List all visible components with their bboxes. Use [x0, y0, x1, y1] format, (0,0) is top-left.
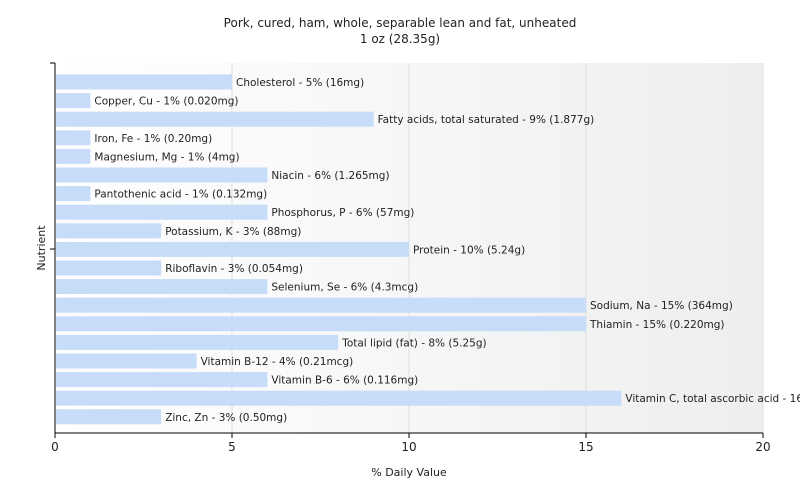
bar-label: Thiamin - 15% (0.220mg) — [589, 319, 725, 331]
bar-label: Fatty acids, total saturated - 9% (1.877… — [378, 114, 595, 126]
bar — [56, 186, 91, 202]
bar-label: Vitamin B-6 - 6% (0.116mg) — [271, 375, 418, 387]
x-tick-label: 20 — [755, 440, 770, 454]
x-tick-label: 15 — [578, 440, 593, 454]
bar — [56, 390, 622, 406]
bar-label: Pantothenic acid - 1% (0.132mg) — [94, 189, 267, 201]
bar — [56, 241, 409, 257]
bar-label: Zinc, Zn - 3% (0.50mg) — [165, 412, 287, 424]
y-axis-title: Nutrient — [35, 225, 48, 271]
chart-title: Pork, cured, ham, whole, separable lean … — [223, 16, 577, 30]
x-axis-title: % Daily Value — [371, 466, 447, 479]
bar — [56, 204, 268, 220]
bar-label: Iron, Fe - 1% (0.20mg) — [94, 133, 212, 145]
bar-label: Vitamin C, total ascorbic acid - 16% (9.… — [625, 393, 800, 405]
bar — [56, 316, 586, 332]
bar-label: Cholesterol - 5% (16mg) — [236, 77, 364, 89]
bar — [56, 74, 232, 90]
bar — [56, 409, 162, 425]
bar — [56, 372, 268, 388]
bar — [56, 130, 91, 146]
bar — [56, 279, 268, 295]
bar — [56, 260, 162, 276]
bars: Cholesterol - 5% (16mg) Copper, Cu - 1% (… — [56, 74, 800, 425]
bar-label: Total lipid (fat) - 8% (5.25g) — [341, 337, 486, 349]
bar-label: Magnesium, Mg - 1% (4mg) — [94, 151, 239, 163]
x-tick-label: 10 — [401, 440, 416, 454]
bar-label: Niacin - 6% (1.265mg) — [271, 170, 389, 182]
bar-label: Protein - 10% (5.24g) — [413, 244, 525, 256]
x-tick-label: 5 — [228, 440, 236, 454]
bar — [56, 148, 91, 164]
chart-subtitle: 1 oz (28.35g) — [359, 32, 441, 46]
bar — [56, 93, 91, 109]
bar-label: Potassium, K - 3% (88mg) — [165, 226, 301, 238]
bar — [56, 111, 374, 127]
bar-label: Sodium, Na - 15% (364mg) — [590, 300, 733, 312]
x-tick-label: 0 — [51, 440, 59, 454]
bar — [56, 334, 339, 350]
bar — [56, 297, 586, 313]
bar-label: Selenium, Se - 6% (4.3mcg) — [271, 282, 418, 294]
bar — [56, 167, 268, 183]
bar-label: Phosphorus, P - 6% (57mg) — [271, 207, 414, 219]
bar — [56, 353, 197, 369]
bar-label: Riboflavin - 3% (0.054mg) — [165, 263, 303, 275]
bar-label: Copper, Cu - 1% (0.020mg) — [94, 96, 238, 108]
axes: 0 5 10 15 20 — [50, 62, 771, 454]
bar-label: Vitamin B-12 - 4% (0.21mcg) — [201, 356, 354, 368]
bar — [56, 223, 162, 239]
